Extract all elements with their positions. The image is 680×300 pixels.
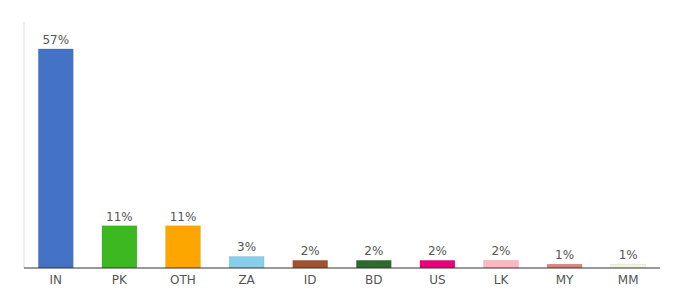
bar [38, 49, 73, 268]
x-tick-label: ZA [238, 273, 255, 287]
bars [38, 49, 645, 268]
data-label: 2% [491, 244, 510, 258]
data-label: 2% [428, 244, 447, 258]
data-label: 2% [301, 244, 320, 258]
data-label: 11% [170, 210, 197, 224]
chart-container: IN PK OTH ZA ID BD US LK MY MM 57% 11% 11% 3% 2% 2% 2% 2%… [0, 0, 680, 300]
data-label: 2% [364, 244, 383, 258]
x-tick-label: OTH [170, 273, 196, 287]
bar [356, 260, 391, 268]
y-axis-line [24, 22, 25, 268]
data-label: 1% [555, 248, 574, 262]
x-tick-label: US [429, 273, 445, 287]
bar [293, 260, 328, 268]
data-label: 11% [106, 210, 133, 224]
x-tick-label: MY [556, 273, 574, 287]
bar [547, 264, 582, 268]
x-tick-label: LK [494, 273, 510, 287]
bar [611, 264, 646, 268]
bar [420, 260, 455, 268]
bar [484, 260, 519, 268]
x-tick-label: PK [112, 273, 128, 287]
x-tick-label: MM [618, 273, 639, 287]
data-label: 3% [237, 240, 256, 254]
data-label: 1% [619, 248, 638, 262]
chart-svg: IN PK OTH ZA ID BD US LK MY MM 57% 11% 11% 3% 2% 2% 2% 2%… [0, 0, 680, 300]
x-tick-label: IN [50, 273, 63, 287]
x-tick-label: BD [365, 273, 382, 287]
x-axis-line [24, 268, 660, 269]
x-tick-label: ID [304, 273, 317, 287]
bar [166, 226, 201, 268]
bar [102, 226, 137, 268]
bar [229, 256, 264, 268]
data-label: 57% [42, 33, 69, 47]
